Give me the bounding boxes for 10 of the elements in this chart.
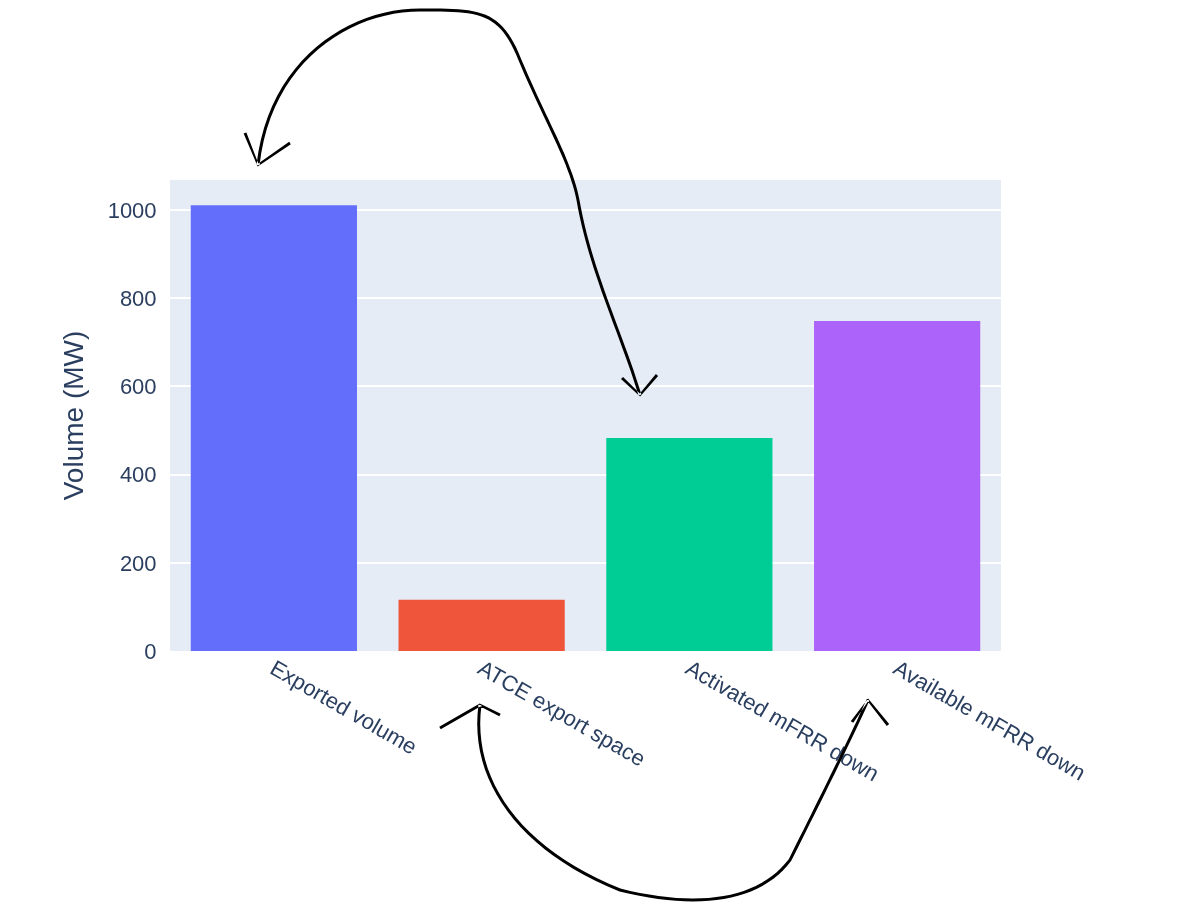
y-axis-title: Volume (MW) [58, 330, 90, 501]
y-tick-label: 1000 [107, 197, 157, 223]
bar [814, 321, 981, 651]
y-tick-label: 600 [119, 374, 157, 400]
y-tick-label: 800 [119, 285, 157, 311]
y-tick-label: 200 [119, 550, 157, 576]
bar [606, 437, 773, 651]
bar [398, 599, 565, 651]
y-tick-label: 0 [144, 638, 157, 664]
y-tick-label: 400 [119, 462, 157, 488]
